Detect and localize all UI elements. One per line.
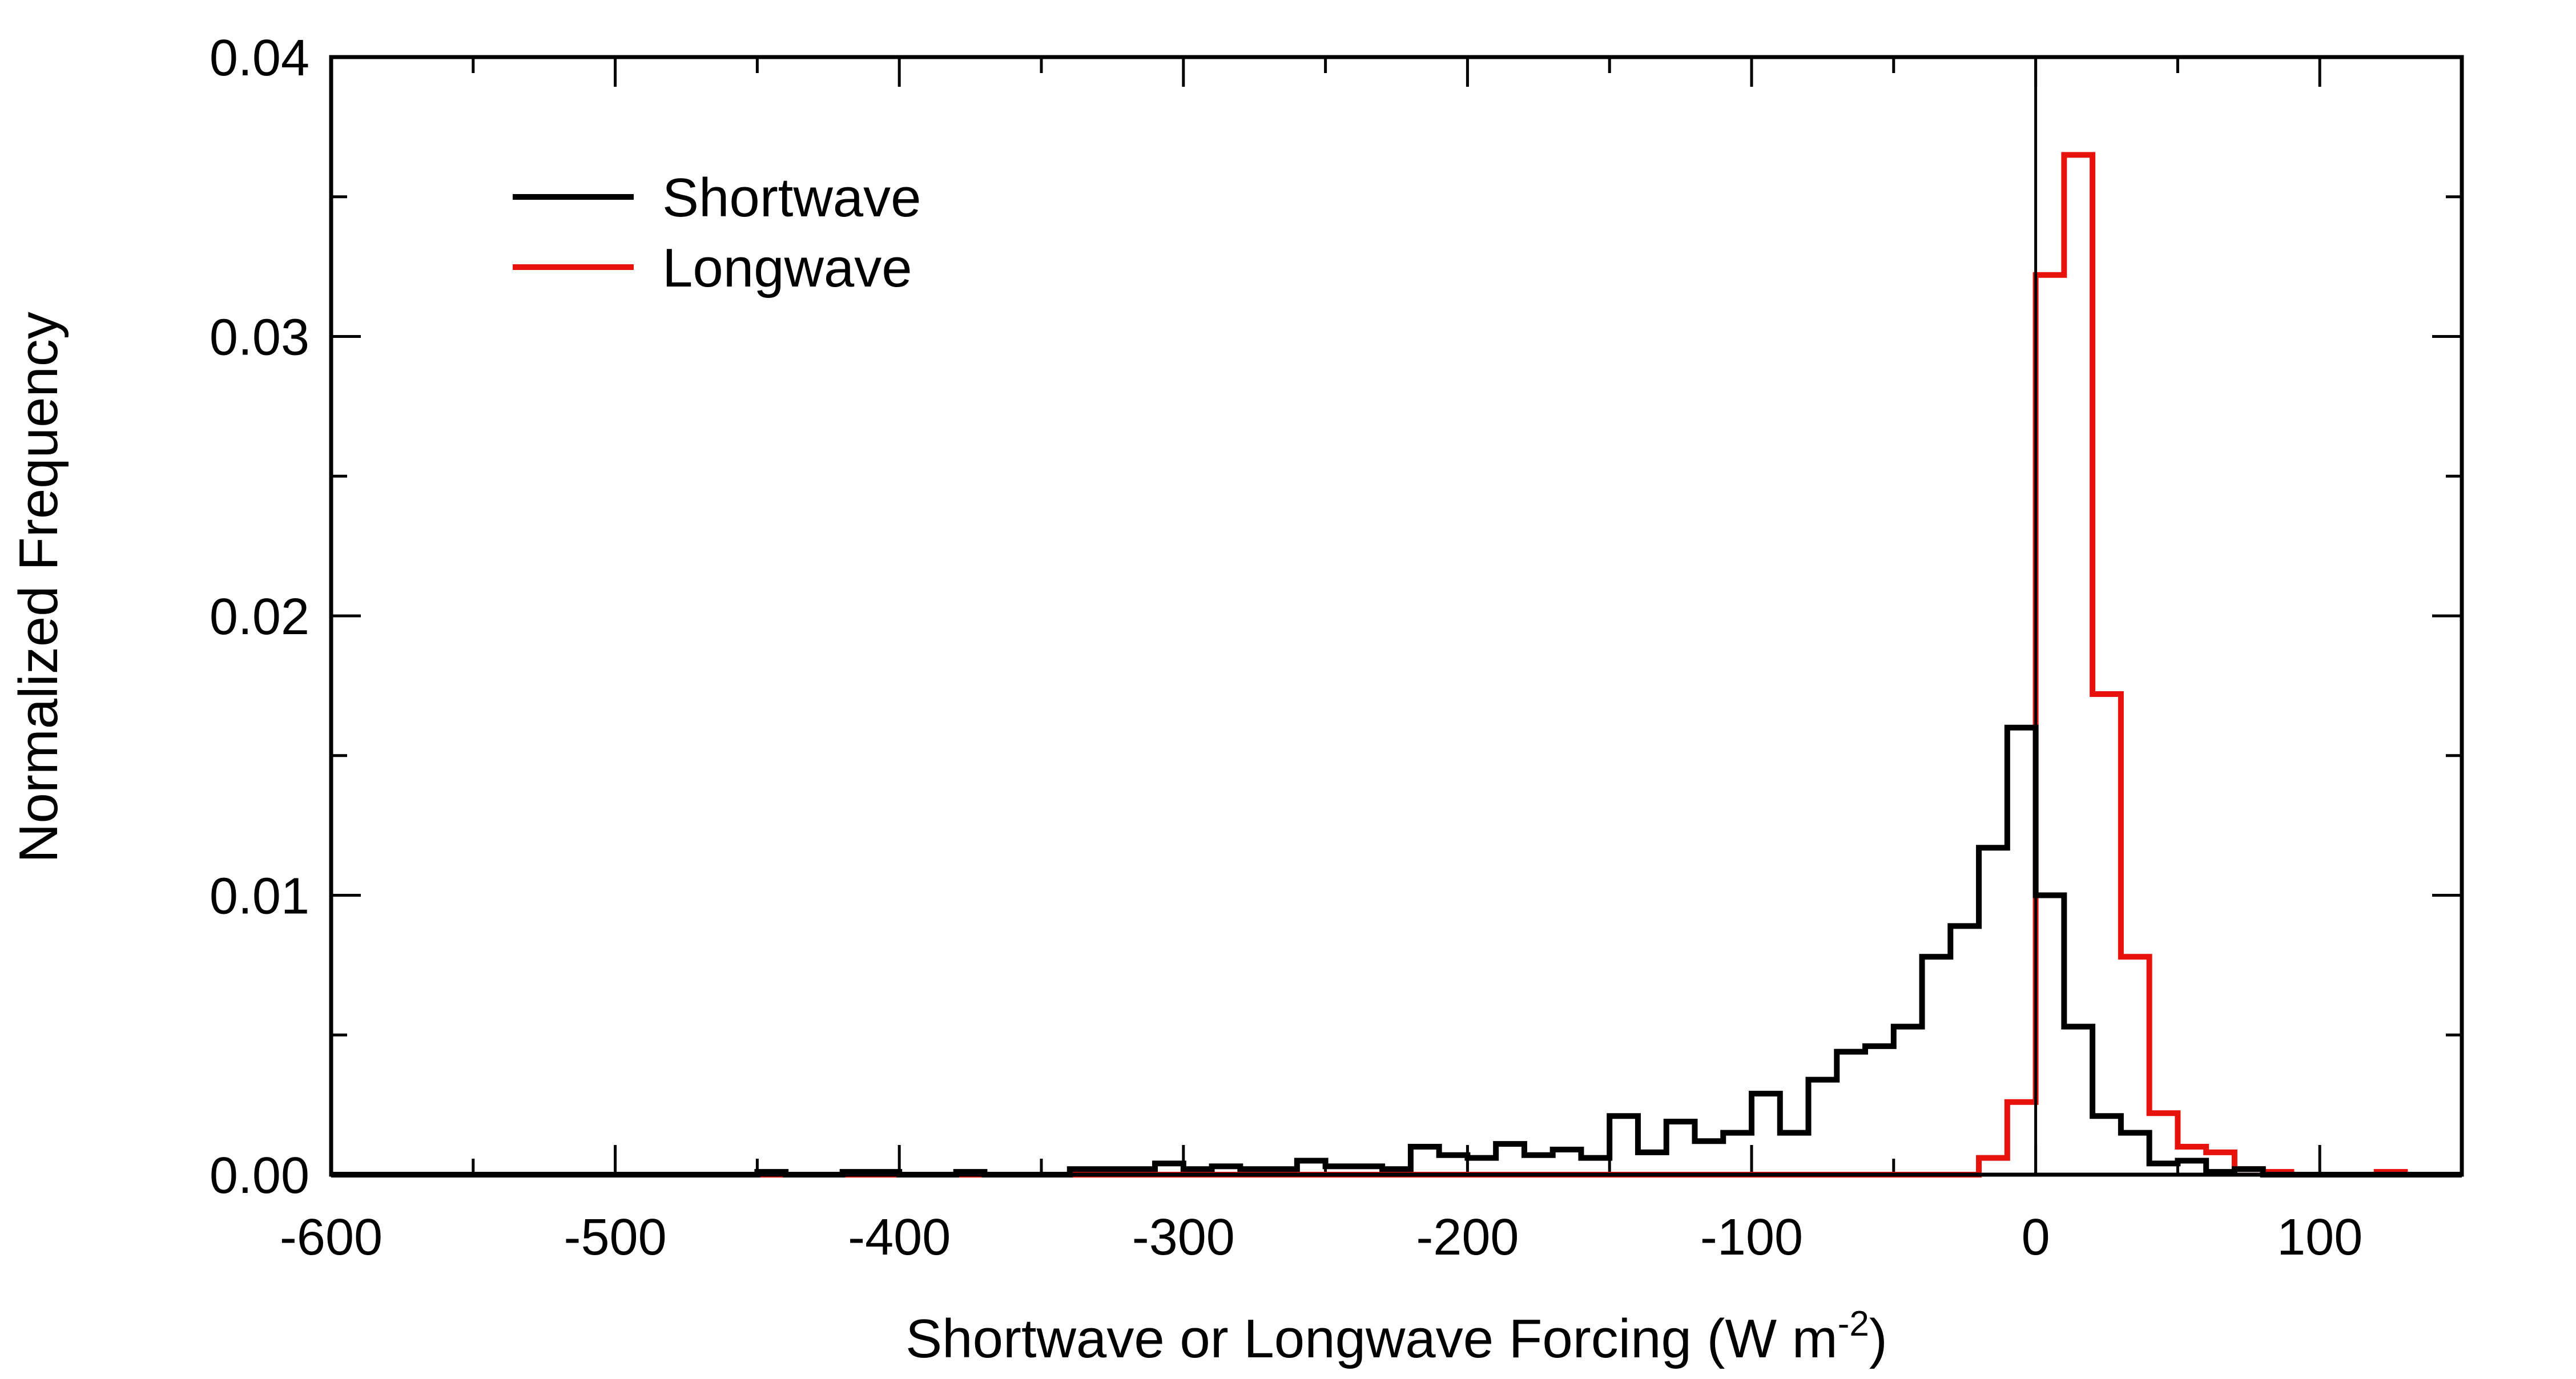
legend-label-shortwave: Shortwave <box>662 167 921 228</box>
x-tick-label: 100 <box>2277 1209 2362 1266</box>
y-tick-label: 0.01 <box>210 868 309 925</box>
y-tick-label: 0.00 <box>210 1147 309 1204</box>
x-tick-label: 0 <box>2022 1209 2050 1266</box>
x-tick-label: -200 <box>1416 1209 1519 1266</box>
legend: Shortwave Longwave <box>513 167 921 299</box>
x-tick-label: -600 <box>280 1209 383 1266</box>
tick-marks <box>329 55 2462 1176</box>
y-axis-title: Normalized Frequency <box>8 312 69 863</box>
series-layer <box>331 152 2462 1178</box>
x-tick-label: -400 <box>848 1209 951 1266</box>
x-tick-label: -300 <box>1132 1209 1235 1266</box>
legend-label-longwave: Longwave <box>662 237 912 299</box>
y-tick-label: 0.04 <box>210 30 309 87</box>
series-shortwave-line <box>331 724 2462 1178</box>
y-tick-label: 0.03 <box>210 309 309 366</box>
x-tick-label: -500 <box>564 1209 667 1266</box>
series-longwave-line <box>331 152 2462 1178</box>
x-axis-title: Shortwave or Longwave Forcing (W m-2) <box>905 1304 1887 1369</box>
x-tick-label: -100 <box>1700 1209 1803 1266</box>
tick-labels: -600 -500 -400 -300 -200 -100 0 100 0.00 0.01 0.02… <box>210 30 2362 1266</box>
y-tick-label: 0.02 <box>210 588 309 646</box>
plot-frame <box>329 55 2464 1177</box>
